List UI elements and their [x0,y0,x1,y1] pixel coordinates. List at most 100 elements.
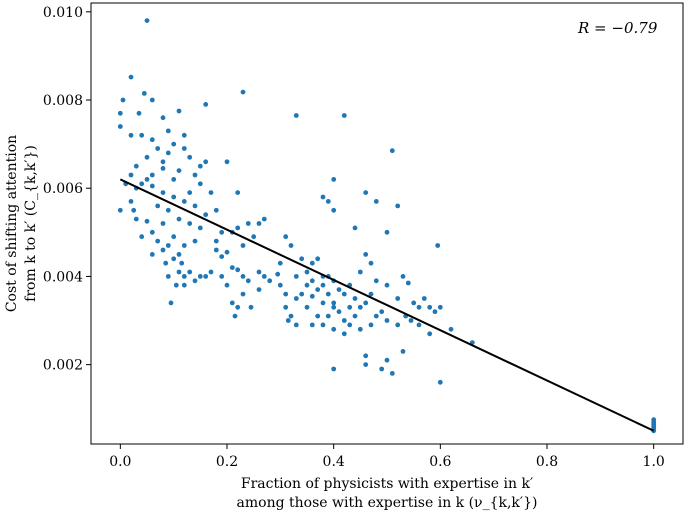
data-point [229,300,235,306]
data-point [325,291,331,297]
data-point [160,166,166,171]
x-tick-label: 0.6 [429,454,451,470]
data-point [357,269,363,275]
data-point [416,304,422,310]
data-point [133,216,139,222]
data-point [224,249,230,255]
data-point [192,278,198,284]
data-point [187,221,193,226]
data-point [368,291,374,297]
x-axis-ticks: 0.0 0.2 0.4 0.6 0.8 1.0 [109,444,665,470]
data-point [283,291,289,297]
data-point [173,282,179,288]
data-point [331,326,337,332]
data-point [331,366,337,372]
data-point [224,159,230,165]
data-point [144,154,150,160]
data-point [197,163,203,169]
data-point [248,304,254,310]
x-tick-label: 0.4 [323,454,345,470]
data-point [213,247,219,253]
data-point [315,256,321,262]
data-point [309,322,315,328]
data-point [181,243,187,248]
data-point [219,254,225,259]
data-point [325,199,331,204]
data-point [128,199,134,204]
data-point [181,282,187,288]
fit-line [119,178,655,432]
data-point [347,304,353,310]
data-point [275,271,281,277]
data-point [165,207,171,213]
data-point [256,221,262,226]
data-point [192,238,198,244]
data-point [256,269,262,275]
data-point [128,74,134,80]
data-point [139,181,145,187]
data-point [448,326,454,332]
data-point [293,274,299,279]
data-point [405,280,411,286]
data-point [203,274,209,279]
data-point [293,322,299,328]
data-point [160,115,166,121]
data-point [379,309,385,315]
data-point [187,154,193,160]
data-point [176,269,182,275]
data-point [256,287,262,292]
data-point [373,199,379,204]
data-point [149,137,155,143]
data-point [117,110,123,116]
data-point [341,113,347,118]
data-point [363,190,369,196]
data-point [187,269,193,275]
data-point [400,349,406,354]
data-point [304,304,310,310]
data-point [320,322,326,328]
y-axis-label-line2: from k to k′ (C_{k,k′}) [23,145,39,302]
data-point [251,234,257,240]
regression-line [119,178,655,432]
data-point [379,366,385,372]
y-tick-label: 0.010 [43,5,83,21]
data-point [171,177,177,182]
data-point [232,313,238,319]
data-point [240,89,246,95]
data-point [197,181,203,187]
data-point [144,177,150,182]
data-point [128,132,134,138]
data-point [149,252,155,257]
x-tick-label: 1.0 [643,454,665,470]
data-point [245,221,251,226]
data-point [437,304,443,310]
data-point [315,287,321,292]
data-point [240,274,246,279]
data-point [357,326,363,332]
y-tick-label: 0.004 [43,269,83,285]
data-point [128,172,134,178]
data-point [416,322,422,328]
data-point [197,225,203,231]
y-tick-label: 0.006 [43,181,83,197]
data-point [395,296,401,301]
data-point [331,177,337,182]
data-point [141,91,147,96]
data-point [368,260,374,266]
data-point [208,269,214,275]
data-point [181,274,187,279]
data-point [235,225,241,231]
data-point [240,243,246,248]
data-point [357,304,363,310]
x-tick-label: 0.0 [109,454,131,470]
data-point [352,296,358,301]
data-point [435,243,441,248]
correlation-annotation: R = −0.79 [577,19,658,37]
data-point [320,194,326,200]
data-point [181,132,187,138]
data-point [139,234,145,240]
x-tick-label: 0.2 [216,454,238,470]
data-point [283,304,289,310]
data-point [203,212,209,218]
data-point [165,128,171,134]
